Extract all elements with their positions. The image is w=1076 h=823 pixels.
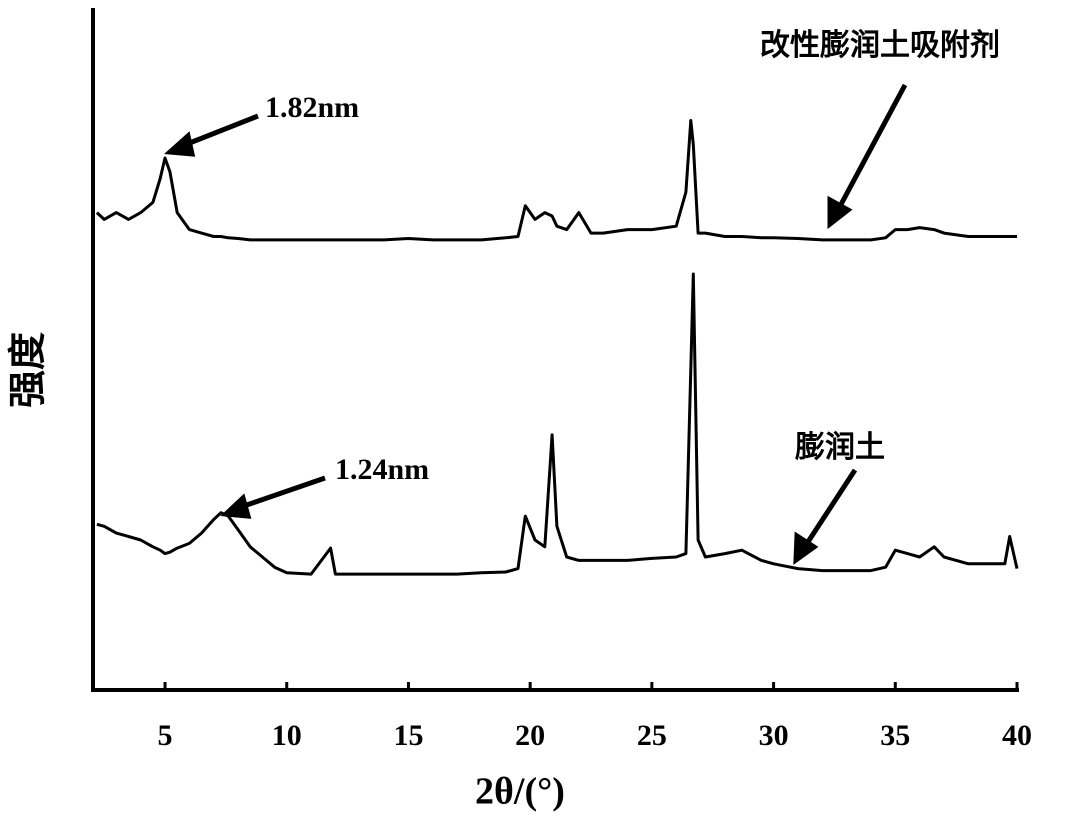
x-tick-label: 10 (272, 719, 302, 752)
x-tick-label: 35 (880, 719, 910, 752)
arrowhead (827, 195, 853, 230)
arrows (164, 83, 908, 566)
series-label: 改性膨润土吸附剂 (760, 28, 1000, 62)
x-tick-label: 5 (158, 719, 173, 752)
arrow (237, 475, 326, 511)
arrow (181, 113, 259, 149)
arrow (801, 468, 858, 550)
x-tick-label: 40 (1002, 719, 1032, 752)
annotation: 1.82nm (265, 91, 359, 124)
x-tick-label: 15 (393, 719, 423, 752)
arrowhead (164, 131, 196, 157)
data-line (96, 272, 1019, 576)
x-tick-label: 25 (637, 719, 667, 752)
arrowhead (793, 531, 819, 566)
x-tick-label: 20 (515, 719, 545, 752)
annotation: 1.24nm (335, 453, 429, 486)
x-axis-title: 2θ/(°) (475, 771, 565, 813)
arrowhead (220, 493, 252, 519)
x-tick-label: 30 (759, 719, 789, 752)
arrow (835, 83, 908, 212)
series-label: 膨润土 (795, 430, 885, 464)
data-line (95, 119, 1017, 242)
y-axis-title: 强度 (8, 332, 50, 408)
